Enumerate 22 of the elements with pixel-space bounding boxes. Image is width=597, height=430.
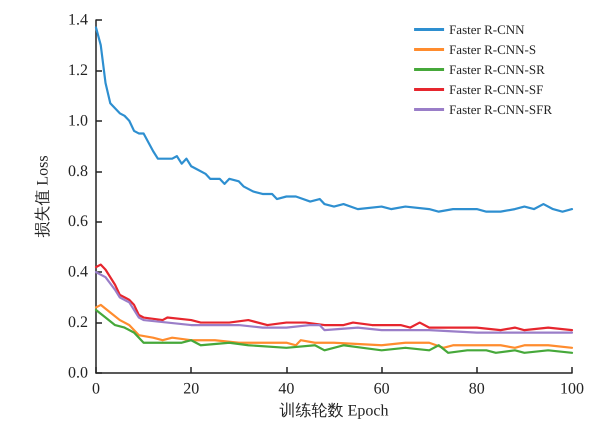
x-tick-label: 100	[560, 380, 584, 398]
legend-label: Faster R-CNN-S	[449, 42, 536, 57]
x-tick-label: 80	[468, 380, 485, 398]
y-tick-label: 1.0	[68, 112, 88, 130]
legend-label: Faster R-CNN	[449, 22, 526, 37]
y-tick-label: 0.6	[68, 213, 88, 230]
y-tick-label: 0.0	[68, 364, 88, 382]
legend-label: Faster R-CNN-SF	[449, 82, 544, 97]
x-axis-title: 训练轮数 Epoch	[280, 402, 388, 420]
y-tick-label: 1.2	[68, 62, 88, 79]
y-tick-label: 1.4	[68, 12, 88, 28]
legend-label: Faster R-CNN-SFR	[449, 102, 552, 117]
x-tick-label: 0	[92, 380, 100, 398]
y-tick-label: 0.4	[68, 264, 88, 281]
x-tick-label: 40	[278, 380, 294, 398]
legend-label: Faster R-CNN-SR	[449, 62, 546, 77]
line-series	[94, 26, 574, 213]
y-tick-label: 0.2	[68, 314, 88, 332]
x-tick-label: 60	[374, 380, 390, 398]
x-tick-label: 20	[183, 380, 200, 398]
y-axis-title: 损失值 Loss	[34, 155, 52, 238]
y-tick-label: 0.8	[68, 162, 88, 180]
